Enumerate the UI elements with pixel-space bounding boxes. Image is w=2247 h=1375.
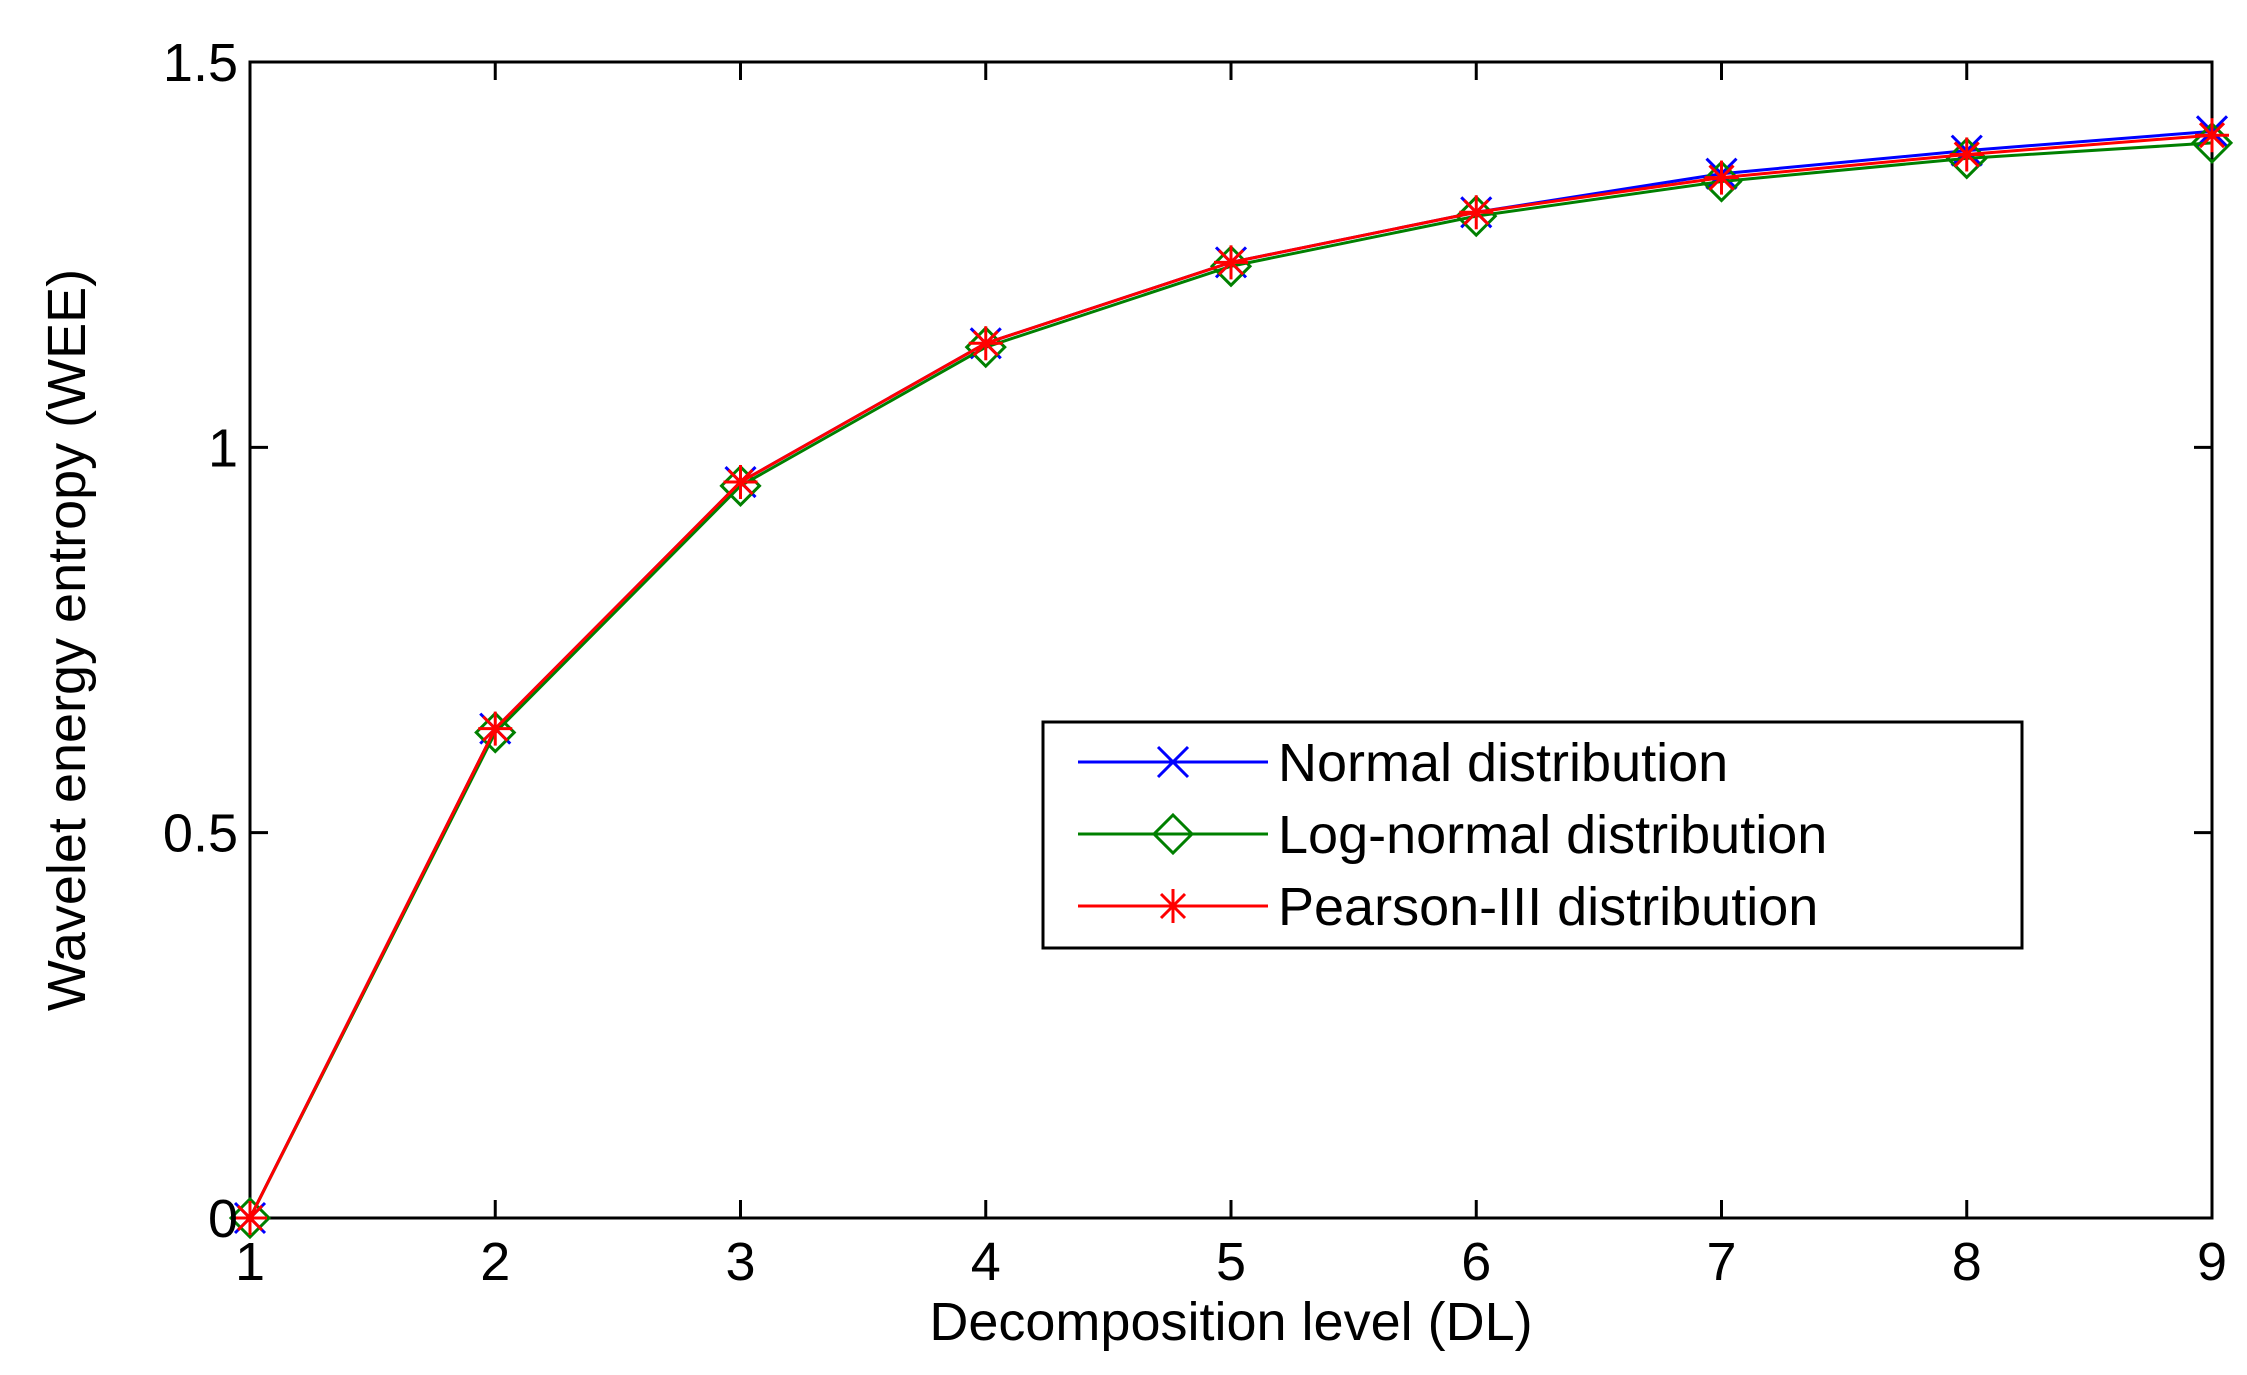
data-point <box>1704 160 1739 195</box>
x-tick-label: 7 <box>1706 1232 1736 1292</box>
data-point <box>228 1196 272 1240</box>
legend-marker <box>1156 745 1190 779</box>
data-point <box>719 464 762 507</box>
legend-item: Normal distribution <box>1078 733 1728 793</box>
data-point <box>233 1201 267 1235</box>
x-tick-label: 3 <box>725 1232 755 1292</box>
data-point <box>964 326 1007 369</box>
legend-label: Pearson-III distribution <box>1278 877 1818 937</box>
legend-marker <box>1151 812 1195 856</box>
x-axis-title: Decomposition level (DL) <box>929 1292 1532 1352</box>
x-tick-label: 6 <box>1461 1232 1491 1292</box>
data-point <box>1459 195 1494 230</box>
data-point <box>478 711 513 746</box>
x-tick-label: 4 <box>971 1232 1001 1292</box>
series-layer <box>228 115 2234 1240</box>
data-point <box>968 326 1003 361</box>
x-tick-label: 5 <box>1216 1232 1246 1292</box>
x-tick-label: 9 <box>2197 1232 2227 1292</box>
data-point <box>723 465 758 500</box>
tick-labels: 1 2 3 4 5 6 7 8 9 0 0.5 1 1.5 <box>163 33 2227 1292</box>
x-tick-label: 1 <box>235 1232 265 1292</box>
axis-ticks <box>248 60 2214 1220</box>
x-tick-label: 2 <box>480 1232 510 1292</box>
y-tick-label: 0.5 <box>163 804 238 864</box>
legend: Normal distribution Log-normal distributi… <box>1041 720 2024 950</box>
data-point <box>474 711 517 754</box>
x-tick-label: 8 <box>1952 1232 1982 1292</box>
legend-marker <box>1156 889 1190 923</box>
data-point <box>1214 245 1248 280</box>
plot-area-frame <box>248 60 2214 1220</box>
legend-item: Pearson-III distribution <box>1078 877 1818 937</box>
legend-item: Log-normal distribution <box>1078 805 1827 865</box>
y-tick-label: 1 <box>208 418 238 478</box>
y-tick-label: 0 <box>208 1189 238 1249</box>
legend-label: Log-normal distribution <box>1278 805 1827 865</box>
y-axis-title: Wavelet energy entropy (WEE) <box>37 269 97 1011</box>
data-point <box>1949 137 1984 172</box>
series-3 <box>233 118 2229 1235</box>
y-tick-label: 1.5 <box>163 33 238 93</box>
data-point <box>2195 118 2229 153</box>
legend-label: Normal distribution <box>1278 733 1728 793</box>
